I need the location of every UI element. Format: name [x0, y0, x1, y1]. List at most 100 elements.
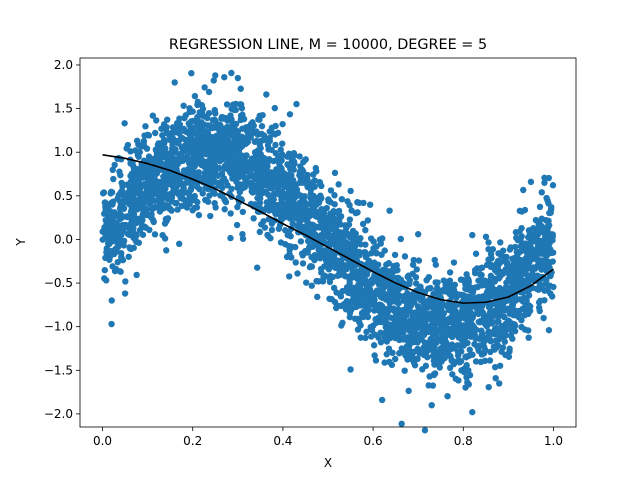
scatter-point — [268, 220, 276, 227]
scatter-point — [227, 128, 235, 135]
scatter-point — [130, 216, 137, 223]
scatter-point — [121, 120, 128, 127]
scatter-point — [133, 137, 141, 145]
scatter-point — [316, 254, 323, 261]
scatter-point — [348, 231, 355, 238]
scatter-point — [384, 294, 391, 301]
scatter-point — [266, 183, 273, 190]
scatter-point — [445, 347, 452, 354]
scatter-point — [526, 230, 534, 237]
scatter-point — [443, 340, 450, 347]
scatter-point — [327, 187, 335, 194]
scatter-point — [161, 179, 168, 186]
scatter-point — [377, 291, 384, 298]
y-tick-label: −1.0 — [44, 320, 73, 334]
scatter-point — [292, 259, 299, 266]
scatter-point — [194, 121, 201, 129]
scatter-point — [271, 174, 278, 182]
scatter-point — [450, 259, 458, 266]
scatter-point — [390, 268, 398, 275]
scatter-point — [391, 251, 399, 259]
scatter-point — [469, 314, 476, 321]
scatter-point — [313, 277, 320, 285]
scatter-point — [289, 181, 296, 188]
scatter-point — [331, 169, 339, 177]
scatter-point — [133, 201, 141, 208]
scatter-point — [468, 326, 476, 333]
scatter-point — [439, 299, 446, 307]
scatter-point — [100, 189, 108, 196]
scatter-point — [527, 241, 534, 249]
scatter-point — [274, 129, 282, 137]
scatter-point — [381, 335, 389, 342]
scatter-point — [316, 223, 323, 230]
scatter-point — [366, 201, 374, 208]
scatter-point — [431, 300, 438, 308]
scatter-point — [217, 192, 224, 199]
scatter-point — [286, 273, 293, 280]
scatter-point — [371, 259, 378, 266]
scatter-point — [183, 179, 190, 186]
scatter-point — [538, 189, 545, 196]
scatter-point — [377, 329, 384, 336]
scatter-point — [349, 245, 357, 253]
scatter-point — [101, 275, 108, 282]
scatter-point — [319, 234, 326, 241]
scatter-point — [157, 154, 164, 162]
scatter-point — [373, 249, 380, 257]
scatter-point — [176, 240, 183, 248]
x-axis-label: X — [324, 456, 332, 470]
scatter-point — [262, 188, 270, 195]
scatter-point — [108, 189, 116, 196]
scatter-point — [211, 106, 218, 114]
chart-title: REGRESSION LINE, M = 10000, DEGREE = 5 — [169, 37, 487, 53]
scatter-point — [183, 153, 191, 160]
y-tick-label: 0.5 — [54, 189, 73, 203]
scatter-point — [214, 152, 222, 159]
scatter-point — [347, 366, 354, 373]
scatter-point — [406, 307, 413, 315]
scatter-point — [144, 131, 151, 138]
scatter-point — [365, 257, 373, 265]
scatter-point — [370, 342, 378, 349]
scatter-point — [118, 249, 125, 257]
scatter-point — [213, 164, 220, 172]
scatter-point — [513, 261, 520, 268]
scatter-point — [222, 132, 229, 139]
scatter-point — [253, 188, 261, 196]
scatter-point — [279, 195, 286, 202]
scatter-point — [163, 247, 170, 254]
scatter-point — [385, 345, 393, 352]
x-tick-label: 0.2 — [183, 434, 202, 448]
scatter-point — [276, 201, 283, 209]
scatter-point — [404, 352, 411, 359]
scatter-point — [356, 286, 363, 294]
scatter-point — [509, 274, 516, 282]
scatter-point — [349, 268, 356, 276]
scatter-point — [297, 163, 304, 170]
scatter-point — [475, 293, 483, 301]
scatter-point — [181, 114, 188, 122]
scatter-point — [522, 309, 530, 317]
scatter-point — [154, 189, 161, 196]
scatter-point — [429, 344, 437, 352]
scatter-point — [439, 334, 447, 341]
scatter-point — [462, 354, 470, 361]
scatter-point — [168, 207, 175, 214]
scatter-point — [546, 234, 554, 241]
scatter-point — [514, 237, 522, 244]
scatter-point — [265, 175, 272, 183]
scatter-point — [395, 300, 402, 307]
scatter-point — [414, 293, 421, 301]
y-tick-label: −0.5 — [44, 276, 73, 290]
scatter-point — [464, 339, 471, 347]
scatter-point — [283, 206, 291, 213]
scatter-point — [271, 104, 279, 112]
scatter-point — [449, 371, 456, 378]
scatter-point — [261, 155, 268, 162]
scatter-point — [169, 144, 177, 151]
scatter-point — [108, 320, 115, 328]
scatter-point — [103, 248, 110, 255]
scatter-point — [428, 401, 435, 409]
scatter-point — [403, 312, 410, 319]
